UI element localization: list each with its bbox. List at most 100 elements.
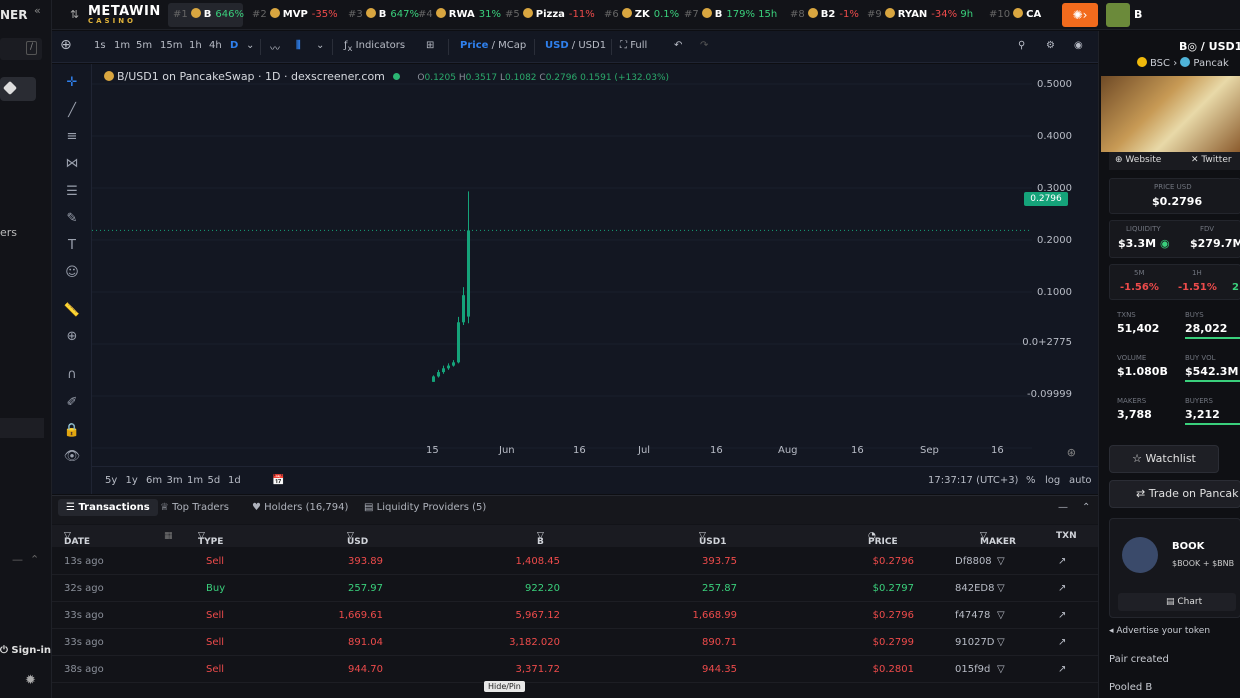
ticker-item[interactable]: #10 CA: [989, 8, 1045, 20]
external-link-icon[interactable]: ↗: [1058, 556, 1067, 567]
candles-icon[interactable]: ⫼: [296, 40, 301, 51]
undo-icon[interactable]: ↶: [674, 40, 683, 51]
filter-icon[interactable]: ▽: [997, 637, 1005, 648]
minimize-icon[interactable]: —: [1058, 502, 1068, 513]
range-1m[interactable]: 1m: [187, 475, 204, 486]
chevron-down-icon[interactable]: ⌄: [246, 40, 255, 51]
header-usd1[interactable]: USD1 ▽: [699, 531, 727, 547]
line-chart-icon[interactable]: 〰: [270, 44, 280, 55]
ticker-item[interactable]: #2 MVP -35%: [252, 8, 338, 20]
chart-canvas[interactable]: [92, 64, 1098, 464]
header-price[interactable]: PRICE ◔: [868, 531, 898, 547]
search-input[interactable]: /: [0, 38, 42, 60]
range-3m[interactable]: 3m: [166, 475, 183, 486]
collapse-icon[interactable]: «: [34, 4, 41, 17]
ticker-item[interactable]: #3 B 647%: [348, 8, 419, 20]
tx-maker[interactable]: 015f9d: [955, 664, 991, 675]
camera-icon[interactable]: ◉: [1074, 40, 1083, 51]
ticker-item[interactable]: #9 RYAN -34% 9h: [867, 8, 973, 20]
tx-maker[interactable]: 842ED8: [955, 583, 995, 594]
fib-icon[interactable]: ☰: [66, 184, 78, 199]
settings-gear-icon[interactable]: ✹: [25, 673, 36, 688]
gear-icon[interactable]: ⚙: [1046, 40, 1055, 51]
price-chart[interactable]: B/USD1 on PancakeSwap · 1D · dexscreener…: [92, 64, 1098, 494]
sidebar-item-label[interactable]: ers: [0, 226, 18, 239]
text-icon[interactable]: T: [68, 238, 76, 253]
tx-maker[interactable]: 91027D: [955, 637, 995, 648]
emoji-icon[interactable]: ☺: [65, 265, 79, 280]
tab-holders[interactable]: ♥ Holders (16,794): [252, 502, 349, 513]
column-toggle-icon[interactable]: ▦: [164, 531, 173, 541]
log-toggle[interactable]: log: [1045, 475, 1061, 486]
candle-body[interactable]: [437, 372, 440, 377]
trend-line-icon[interactable]: ╱: [68, 103, 76, 118]
flame-button[interactable]: ✺›: [1062, 3, 1098, 27]
table-row[interactable]: 38s ago Sell 944.70 3,371.72 944.35 $0.2801 01…: [52, 656, 1098, 683]
promo-chart-button[interactable]: ▤ Chart: [1118, 593, 1236, 611]
token-avatar[interactable]: [1106, 3, 1130, 27]
lock-icon[interactable]: 🔒: [63, 423, 81, 438]
header-b[interactable]: B ▽: [537, 531, 544, 547]
tx-maker[interactable]: Df8808: [955, 556, 992, 567]
candle-body[interactable]: [432, 376, 435, 382]
redo-icon[interactable]: ↷: [700, 40, 709, 51]
watchlist-button[interactable]: ☆ Watchlist: [1109, 445, 1219, 473]
chevron-down-icon[interactable]: ⌄: [316, 40, 325, 51]
tab-top-traders[interactable]: ♕ Top Traders: [160, 502, 229, 513]
timeframe-1d[interactable]: D: [230, 40, 239, 51]
filter-icon[interactable]: ▽: [997, 556, 1005, 567]
fullscreen-button[interactable]: ⛶ Full: [620, 40, 648, 51]
external-link-icon[interactable]: ↗: [1058, 583, 1067, 594]
ticker-item[interactable]: #5 Pizza -11%: [505, 8, 595, 20]
ticker-item[interactable]: #8 B2 -1%: [790, 8, 859, 20]
external-link-icon[interactable]: ↗: [1058, 610, 1067, 621]
h1-label[interactable]: 1H: [1192, 269, 1202, 277]
filter-icon[interactable]: ▽: [997, 583, 1005, 594]
sign-in-link[interactable]: ⏻ Sign-in: [0, 645, 52, 656]
price-mcap-toggle[interactable]: Price / MCap: [460, 40, 527, 51]
search-icon[interactable]: ⚲: [1018, 40, 1026, 51]
chain-label[interactable]: BSC: [1150, 58, 1171, 69]
magnet-icon[interactable]: ∩: [67, 367, 77, 382]
advertise-link[interactable]: ◂ Advertise your token: [1109, 626, 1211, 636]
layout-grid-icon[interactable]: ⊞: [426, 40, 435, 51]
candle-body[interactable]: [447, 365, 450, 369]
candle-body[interactable]: [457, 322, 460, 363]
timeframe-1m[interactable]: 1m: [114, 40, 131, 51]
timeframe-1h[interactable]: 1h: [189, 40, 202, 51]
timeframe-4h[interactable]: 4h: [209, 40, 222, 51]
ticker-item[interactable]: #4 RWA 31%: [418, 8, 501, 20]
ticker-item[interactable]: #7 B 179% 15h: [684, 8, 777, 20]
home-button[interactable]: [0, 77, 36, 101]
trade-button[interactable]: ⇄ Trade on Pancak: [1109, 480, 1240, 508]
timeframe-15m[interactable]: 15m: [160, 40, 183, 51]
website-link[interactable]: ⊕ Website: [1115, 155, 1162, 165]
indicators-button[interactable]: ƒx Indicators: [344, 40, 406, 53]
dex-label[interactable]: Pancak: [1193, 58, 1229, 69]
tab-transactions[interactable]: ☰ Transactions: [58, 499, 158, 516]
table-row[interactable]: 33s ago Sell 891.04 3,182.020 890.71 $0.2799 9…: [52, 629, 1098, 656]
range-6m[interactable]: 6m: [146, 475, 163, 486]
tab-liquidity-providers[interactable]: ▤ Liquidity Providers (5): [364, 502, 487, 513]
zoom-icon[interactable]: ⊕: [66, 329, 78, 344]
filter-icon[interactable]: ▽: [997, 610, 1005, 621]
timeframe-1s[interactable]: 1s: [94, 40, 106, 51]
account-symbol[interactable]: B: [1134, 8, 1143, 21]
metawin-logo[interactable]: METAWIN CASINO: [88, 4, 161, 25]
twitter-link[interactable]: ✕ Twitter: [1191, 155, 1232, 165]
tx-maker[interactable]: f47478: [955, 610, 991, 621]
candle-body[interactable]: [462, 295, 465, 323]
external-link-icon[interactable]: ↗: [1058, 637, 1067, 648]
eye-icon[interactable]: 👁: [63, 449, 81, 464]
brand-name[interactable]: NER: [0, 8, 28, 22]
lock-drawing-icon[interactable]: ✐: [66, 395, 78, 410]
add-symbol-icon[interactable]: ⊕: [60, 37, 72, 53]
header-date[interactable]: DATE ▽: [64, 531, 91, 547]
range-5d[interactable]: 5d: [207, 475, 221, 486]
ticker-item[interactable]: #1 B 646%: [173, 8, 244, 20]
candle-body[interactable]: [452, 362, 455, 366]
settings-icon[interactable]: ⊛: [1066, 446, 1076, 459]
table-row[interactable]: 33s ago Sell 1,669.61 5,967.12 1,668.99 $0.27…: [52, 602, 1098, 629]
table-row[interactable]: 13s ago Sell 393.89 1,408.45 393.75 $0.2796 Df…: [52, 548, 1098, 575]
m5-label[interactable]: 5M: [1134, 269, 1145, 277]
